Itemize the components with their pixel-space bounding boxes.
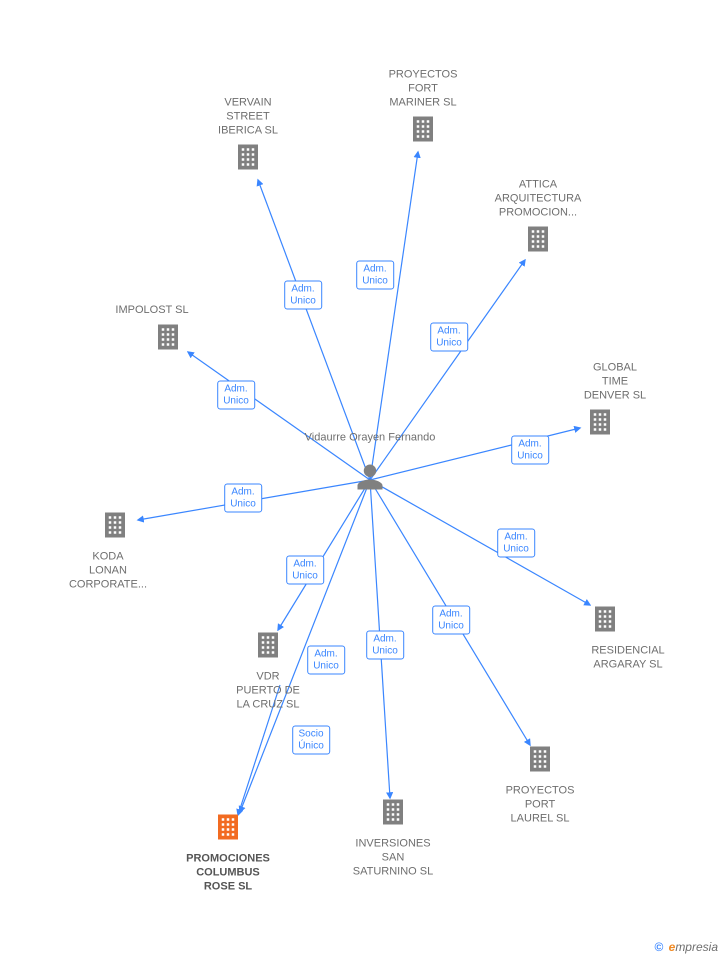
company-label-text: PROYECTOS FORT MARINER SL [389, 68, 458, 109]
copyright-symbol: © [654, 940, 663, 954]
edge-line [370, 260, 525, 480]
company-node-vervain[interactable] [233, 140, 263, 180]
edge-line [370, 480, 590, 605]
building-icon [378, 795, 408, 829]
company-node-residencial[interactable] [590, 602, 620, 642]
company-label-text: GLOBAL TIME DENVER SL [584, 361, 646, 402]
company-label-columbus: PROMOCIONES COLUMBUS ROSE SL [186, 852, 270, 893]
company-label-koda: KODA LONAN CORPORATE... [69, 550, 147, 591]
edge-label: Adm. Unico [432, 606, 470, 635]
edge-label: Adm. Unico [224, 484, 262, 513]
watermark: © empresia [654, 940, 718, 954]
edge-label: Adm. Unico [511, 436, 549, 465]
company-label-global_time: GLOBAL TIME DENVER SL [584, 361, 646, 402]
building-icon [523, 222, 553, 256]
company-label-text: IMPOLOST SL [115, 304, 188, 318]
building-icon [408, 112, 438, 146]
edge-label: Adm. Unico [307, 646, 345, 675]
company-label-residencial: RESIDENCIAL ARGARAY SL [591, 644, 664, 672]
building-icon [585, 405, 615, 439]
edge-line [188, 352, 370, 480]
building-icon [253, 628, 283, 662]
center-person-node [355, 461, 385, 499]
company-label-impolost: IMPOLOST SL [115, 304, 188, 318]
building-icon [100, 508, 130, 542]
company-label-text: RESIDENCIAL ARGARAY SL [591, 644, 664, 672]
company-node-port_laurel[interactable] [525, 742, 555, 782]
company-label-attica: ATTICA ARQUITECTURA PROMOCION... [495, 178, 582, 219]
company-label-text: VERVAIN STREET IBERICA SL [218, 96, 278, 137]
company-label-text: ATTICA ARQUITECTURA PROMOCION... [495, 178, 582, 219]
company-label-vervain: VERVAIN STREET IBERICA SL [218, 96, 278, 137]
edge-label: Socio Único [292, 726, 330, 755]
company-label-text: PROMOCIONES COLUMBUS ROSE SL [186, 852, 270, 893]
brand-rest: mpresia [675, 940, 718, 954]
center-person-label: Vidaurre Orayen Fernando [305, 431, 436, 445]
company-node-impolost[interactable] [153, 320, 183, 360]
edge-label: Adm. Unico [366, 631, 404, 660]
person-icon [355, 461, 385, 493]
company-label-vdr: VDR PUERTO DE LA CRUZ SL [236, 670, 300, 711]
building-icon [213, 810, 243, 844]
company-label-text: VDR PUERTO DE LA CRUZ SL [236, 670, 300, 711]
company-label-fort_mariner: PROYECTOS FORT MARINER SL [389, 68, 458, 109]
company-node-global_time[interactable] [585, 405, 615, 445]
company-label-text: INVERSIONES SAN SATURNINO SL [353, 837, 433, 878]
company-label-port_laurel: PROYECTOS PORT LAUREL SL [506, 784, 575, 825]
company-node-attica[interactable] [523, 222, 553, 262]
company-label-text: PROYECTOS PORT LAUREL SL [506, 784, 575, 825]
company-node-inversiones[interactable] [378, 795, 408, 835]
company-node-columbus[interactable] [213, 810, 243, 850]
building-icon [233, 140, 263, 174]
edge-label: Adm. Unico [497, 529, 535, 558]
edge-label: Adm. Unico [286, 556, 324, 585]
edge-label: Adm. Unico [356, 261, 394, 290]
building-icon [525, 742, 555, 776]
company-label-inversiones: INVERSIONES SAN SATURNINO SL [353, 837, 433, 878]
company-node-vdr[interactable] [253, 628, 283, 668]
edge-label: Adm. Unico [217, 381, 255, 410]
company-label-text: KODA LONAN CORPORATE... [69, 550, 147, 591]
building-icon [590, 602, 620, 636]
building-icon [153, 320, 183, 354]
company-node-fort_mariner[interactable] [408, 112, 438, 152]
edge-label: Adm. Unico [284, 281, 322, 310]
company-node-koda[interactable] [100, 508, 130, 548]
edge-label: Adm. Unico [430, 323, 468, 352]
